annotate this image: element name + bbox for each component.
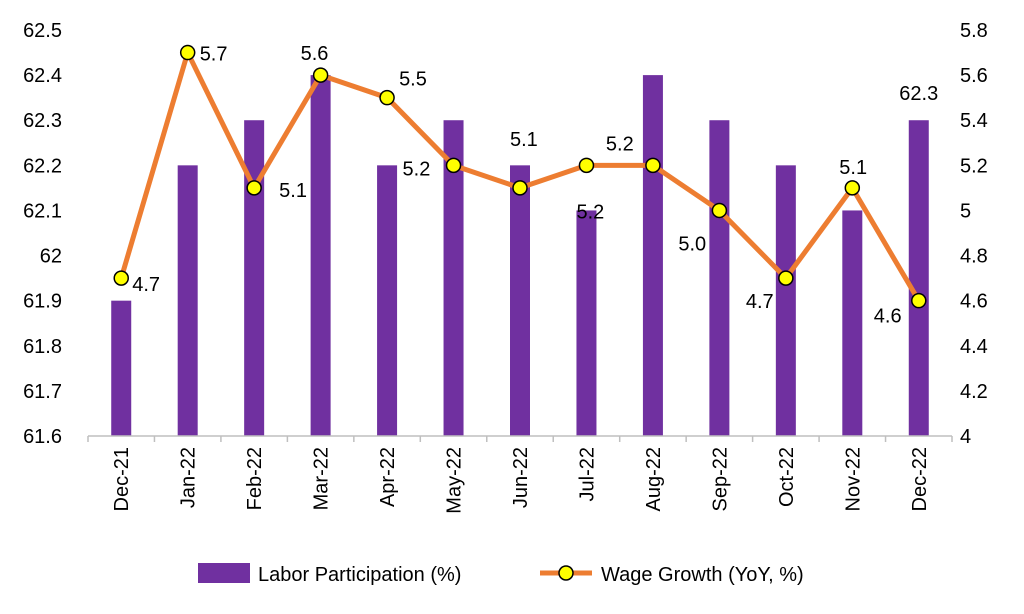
legend-label-labor-participation: Labor Participation (%): [258, 564, 461, 586]
wage-marker-apr-22: [379, 89, 395, 106]
x-label-mar-22: Mar-22: [311, 447, 333, 510]
wage-data-label-jul-22: 5.2: [576, 201, 604, 223]
left-tick-label: 61.9: [23, 291, 62, 313]
wage-marker-jul-22: [578, 157, 595, 174]
left-tick-label: 61.7: [23, 381, 62, 403]
left-tick-label: 62.2: [23, 155, 62, 177]
wage-marker-feb-22: [246, 180, 262, 196]
bar-feb-22: [244, 120, 265, 436]
x-label-sep-22: Sep-22: [709, 447, 731, 512]
x-label-dec-21: Dec-21: [111, 447, 133, 511]
right-tick-label: 4.8: [960, 246, 988, 268]
wage-marker-dec-22: [911, 292, 927, 309]
x-label-dec-22: Dec-22: [909, 447, 931, 511]
wage-marker-sep-22: [711, 202, 728, 219]
left-tick-label: 62.3: [23, 110, 62, 132]
wage-data-label-aug-22: 5.2: [606, 133, 634, 155]
wage-data-label-may-22: 5.2: [403, 158, 431, 180]
wage-data-label-jan-22: 5.7: [200, 44, 228, 66]
wage-data-label-feb-22: 5.1: [279, 180, 307, 202]
data-labels: 4.7 5.7 5.1 5.6 5.5 5.2 5.1 5.2 5.2 5.0 4.7 5.1 4.6 6…: [132, 43, 938, 328]
bar-jul-22: [576, 210, 597, 436]
x-label-jan-22: Jan-22: [178, 447, 200, 508]
legend: Labor Participation (%) Wage Growth (YoY…: [198, 563, 804, 586]
x-label-feb-22: Feb-22: [244, 447, 266, 510]
wage-marker-dec-21: [113, 270, 129, 286]
wage-data-label-dec-21: 4.7: [132, 274, 160, 296]
wage-data-label-sep-22: 5.0: [678, 233, 706, 255]
right-tick-label: 4.2: [960, 381, 988, 403]
x-label-jun-22: Jun-22: [510, 447, 532, 508]
x-label-apr-22: Apr-22: [377, 447, 399, 507]
bar-oct-22: [775, 165, 796, 437]
right-axis-ticks: 4 4.2 4.4 4.6 4.8 5 5.2 5.4 5.6 5.8: [960, 20, 988, 448]
wage-data-label-oct-22: 4.7: [746, 291, 774, 313]
wage-marker-oct-22: [778, 270, 794, 286]
x-label-jul-22: Jul-22: [576, 447, 598, 501]
bar-apr-22: [377, 165, 398, 437]
left-tick-label: 62.1: [23, 200, 62, 222]
bar-aug-22: [642, 75, 663, 436]
bar-sep-22: [709, 120, 730, 436]
wage-marker-nov-22: [844, 180, 861, 196]
wage-data-label-mar-22: 5.6: [301, 43, 329, 65]
x-label-aug-22: Aug-22: [643, 447, 665, 512]
bar-nov-22: [842, 210, 863, 436]
legend-swatch-labor-participation: [198, 563, 250, 583]
right-tick-label: 5.2: [960, 155, 988, 177]
x-axis-labels: Dec-21 Jan-22 Feb-22 Mar-22 Apr-22 May-22 Jun-…: [111, 447, 931, 514]
left-tick-label: 61.6: [23, 426, 62, 448]
bar-may-22: [443, 120, 464, 436]
bar-mar-22: [310, 75, 331, 436]
right-tick-label: 5.8: [960, 20, 988, 42]
wage-marker-mar-22: [312, 67, 329, 83]
left-tick-label: 62.4: [23, 65, 62, 87]
bar-jan-22: [177, 165, 198, 437]
right-tick-label: 4.6: [960, 291, 988, 313]
x-axis-tick-marks: [87, 436, 953, 442]
left-axis-ticks: 61.6 61.7 61.8 61.9 62 62.1 62.2 62.3 62.4 62.5: [23, 20, 62, 448]
wage-data-label-jun-22: 5.1: [510, 129, 538, 151]
left-tick-label: 62.5: [23, 20, 62, 42]
legend-swatch-wage-growth-marker: [558, 565, 574, 581]
wage-data-label-apr-22: 5.5: [399, 69, 427, 91]
x-label-nov-22: Nov-22: [842, 447, 864, 511]
wage-data-label-nov-22: 5.1: [839, 157, 867, 179]
right-tick-label: 4: [960, 426, 971, 448]
right-tick-label: 4.4: [960, 336, 988, 358]
left-tick-label: 61.8: [23, 336, 62, 358]
wage-growth-markers: [113, 44, 927, 309]
legend-label-wage-growth: Wage Growth (YoY, %): [601, 564, 804, 586]
right-tick-label: 5: [960, 200, 971, 222]
wage-marker-may-22: [445, 157, 462, 174]
wage-marker-jun-22: [512, 180, 528, 196]
x-label-oct-22: Oct-22: [776, 447, 798, 507]
wage-data-label-dec-22: 4.6: [874, 306, 902, 328]
left-tick-label: 62: [40, 246, 62, 268]
bar-dec-22: [908, 120, 929, 436]
bar-data-label-dec-22: 62.3: [899, 83, 938, 105]
bar-jun-22: [510, 165, 530, 437]
wage-marker-jan-22: [179, 44, 196, 61]
bar-dec-21: [111, 300, 132, 436]
right-tick-label: 5.4: [960, 110, 988, 132]
wage-marker-aug-22: [645, 157, 661, 174]
right-tick-label: 5.6: [960, 65, 988, 87]
x-label-may-22: May-22: [444, 447, 466, 514]
